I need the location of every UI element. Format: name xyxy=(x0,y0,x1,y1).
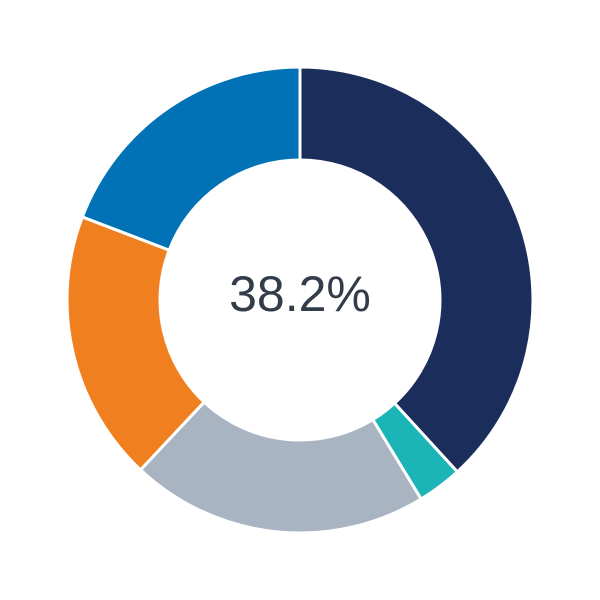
donut-segment xyxy=(298,65,535,474)
donut-segment xyxy=(139,400,423,535)
center-label: 38.2% xyxy=(229,266,371,322)
donut-segment xyxy=(80,65,302,252)
donut-segment xyxy=(65,215,206,472)
